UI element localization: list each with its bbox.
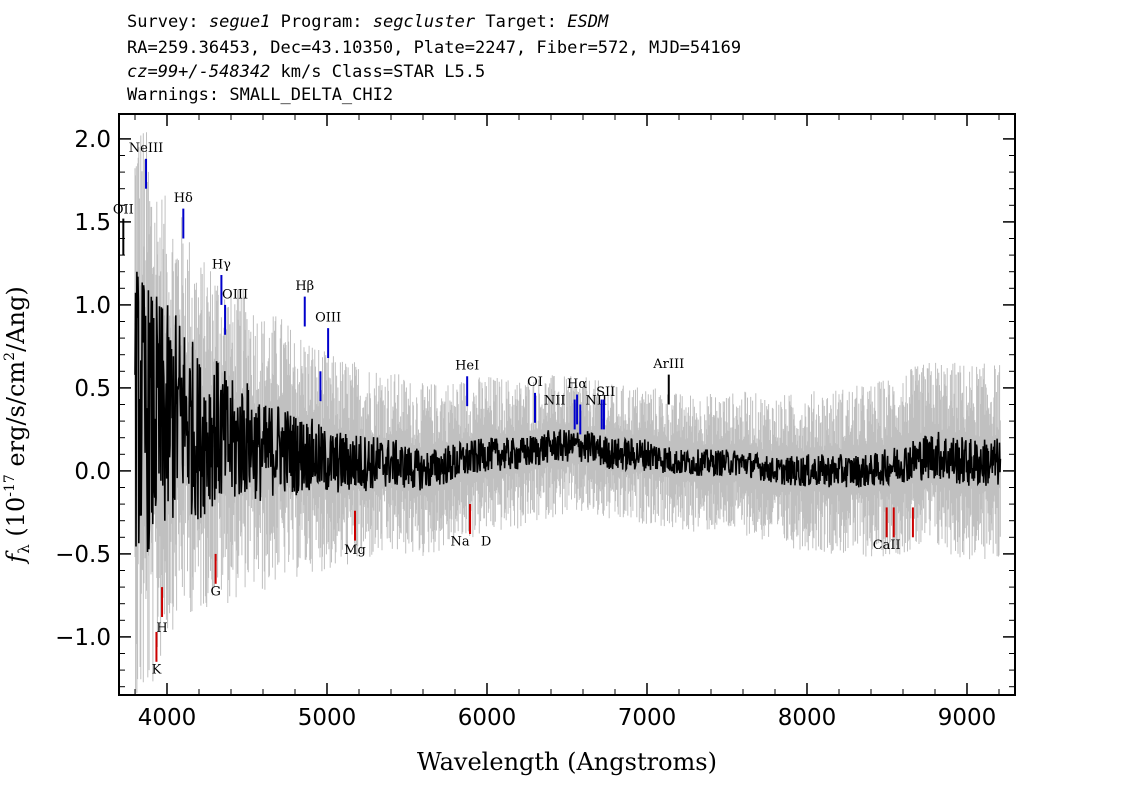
x-axis-label: Wavelength (Angstroms) — [417, 748, 717, 776]
emission-line-label: OI — [527, 375, 543, 390]
emission-line-label: SII — [596, 385, 615, 400]
emission-line-label: NeIII — [129, 141, 163, 156]
y-tick-label: 0.5 — [74, 376, 111, 402]
emission-line-label: Hα — [567, 377, 587, 392]
absorption-line-label: K — [152, 662, 162, 677]
redshift-value: cz=99+/-548342 — [127, 62, 271, 82]
emission-line-label: ArIII — [652, 357, 684, 372]
emission-line-label: OIII — [222, 287, 248, 302]
x-tick-label: 4000 — [138, 705, 197, 731]
target-value: ESDM — [567, 12, 609, 32]
survey-label: Survey: — [127, 12, 199, 32]
absorption-line-label: Mg — [344, 543, 366, 558]
y-axis-label: fλ (10-17 erg/s/cm2/Ang) — [2, 286, 33, 564]
absorption-line-label: H — [156, 621, 167, 636]
y-tick-label: 1.0 — [74, 293, 111, 319]
class-value: km/s Class=STAR L5.5 — [270, 62, 486, 82]
target-label: Target: — [485, 12, 557, 32]
program-value: segcluster — [372, 12, 476, 32]
y-tick-label: 1.5 — [74, 210, 111, 236]
emission-line-label: OIII — [315, 311, 341, 326]
absorption-line-label: G — [210, 584, 220, 599]
y-tick-label: −0.5 — [55, 542, 111, 568]
y-tick-label: 2.0 — [74, 127, 111, 153]
y-tick-label: −1.0 — [55, 625, 111, 651]
survey-value: segue1 — [208, 12, 271, 32]
program-label: Program: — [280, 12, 363, 32]
axis-ticks: 4000 5000 6000 7000 8000 9000 −1.0 −0.5 0.0 0.5 1.… — [55, 114, 1015, 731]
emission-line-label: Hδ — [174, 191, 193, 206]
header-line-3: cz=99+/-548342 km/s Class=STAR L5.5 — [127, 62, 485, 82]
emission-line-label: NII — [544, 394, 566, 409]
emission-line-label: Hγ — [212, 257, 231, 272]
x-tick-label: 9000 — [938, 705, 997, 731]
flux-series-path — [134, 271, 1002, 553]
x-tick-label: 8000 — [778, 705, 837, 731]
x-tick-label: 6000 — [458, 705, 517, 731]
x-tick-label: 5000 — [298, 705, 357, 731]
emission-line-label: HeI — [455, 359, 479, 374]
absorption-line-label: CaII — [873, 538, 901, 553]
x-tick-label: 7000 — [618, 705, 677, 731]
y-tick-label: 0.0 — [74, 459, 111, 485]
flux-line — [134, 271, 1002, 553]
header-line-4: Warnings: SMALL_DELTA_CHI2 — [127, 85, 394, 105]
emission-line-label: Hβ — [295, 279, 314, 294]
absorption-line-label: Na — [450, 535, 469, 550]
spectral-lines: NeIIIOIIHδHγOIIIHβOIIIHeIOINIIHαNIISIIAr… — [113, 141, 914, 677]
header-line-2: RA=259.36453, Dec=43.10350, Plate=2247, … — [127, 38, 742, 58]
header-line-1: Survey: segue1 Program: segcluster Targe… — [127, 12, 608, 32]
absorption-line-label: D — [481, 535, 491, 550]
